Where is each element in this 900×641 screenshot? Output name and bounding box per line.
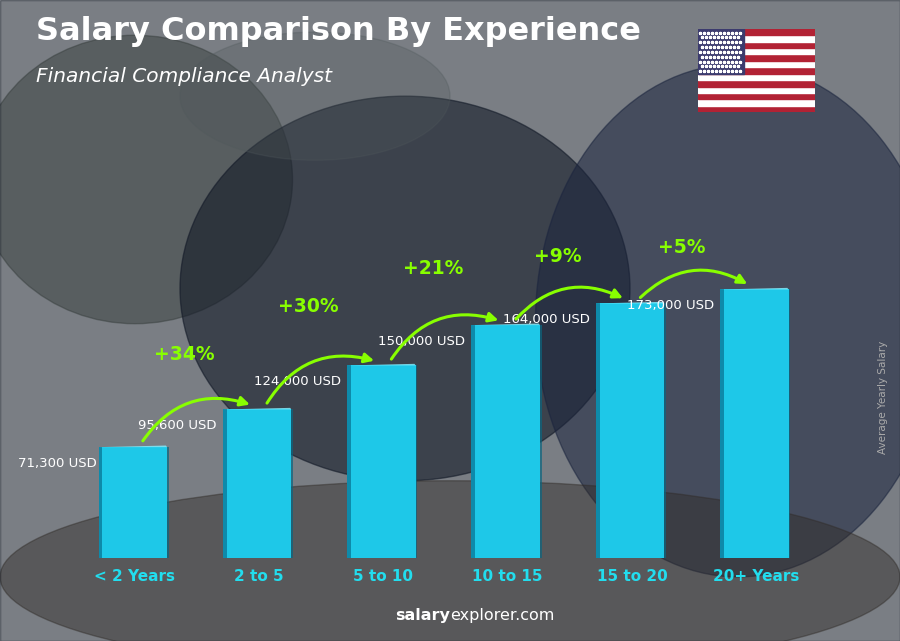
Text: +30%: +30% bbox=[278, 297, 339, 316]
Bar bbox=[698, 29, 744, 74]
Bar bbox=[698, 74, 814, 80]
Polygon shape bbox=[720, 290, 724, 558]
Text: 124,000 USD: 124,000 USD bbox=[254, 376, 341, 388]
Text: 150,000 USD: 150,000 USD bbox=[378, 335, 465, 348]
Text: +34%: +34% bbox=[154, 345, 215, 363]
Ellipse shape bbox=[536, 64, 900, 577]
Bar bbox=[698, 29, 814, 35]
Bar bbox=[698, 80, 814, 87]
Text: 71,300 USD: 71,300 USD bbox=[17, 457, 96, 470]
Ellipse shape bbox=[0, 481, 900, 641]
Polygon shape bbox=[99, 447, 103, 558]
Bar bbox=[724, 290, 788, 558]
Bar bbox=[698, 61, 814, 67]
Ellipse shape bbox=[180, 32, 450, 160]
Text: +5%: +5% bbox=[658, 238, 706, 257]
Polygon shape bbox=[472, 324, 540, 325]
Bar bbox=[599, 303, 664, 558]
Polygon shape bbox=[596, 302, 664, 303]
Bar bbox=[698, 67, 814, 74]
Text: Financial Compliance Analyst: Financial Compliance Analyst bbox=[36, 67, 332, 87]
Polygon shape bbox=[223, 408, 292, 410]
Ellipse shape bbox=[180, 96, 630, 481]
Bar bbox=[698, 48, 814, 54]
Bar bbox=[698, 87, 814, 93]
Bar bbox=[698, 54, 814, 61]
Polygon shape bbox=[416, 365, 418, 558]
Bar bbox=[698, 42, 814, 48]
Bar bbox=[698, 35, 814, 42]
Text: explorer.com: explorer.com bbox=[450, 608, 554, 623]
Text: 173,000 USD: 173,000 USD bbox=[626, 299, 714, 312]
Text: 164,000 USD: 164,000 USD bbox=[503, 313, 590, 326]
Bar bbox=[351, 365, 416, 558]
Bar bbox=[698, 106, 814, 112]
Text: +9%: +9% bbox=[534, 247, 581, 267]
Bar bbox=[227, 410, 292, 558]
Ellipse shape bbox=[0, 35, 292, 324]
Bar bbox=[103, 447, 167, 558]
Text: 95,600 USD: 95,600 USD bbox=[139, 419, 217, 433]
Bar bbox=[475, 325, 540, 558]
Polygon shape bbox=[540, 325, 542, 558]
Polygon shape bbox=[664, 303, 666, 558]
Polygon shape bbox=[99, 445, 167, 447]
Polygon shape bbox=[167, 447, 168, 558]
Polygon shape bbox=[788, 290, 790, 558]
Polygon shape bbox=[720, 288, 788, 290]
Polygon shape bbox=[347, 364, 416, 365]
Bar bbox=[698, 99, 814, 106]
Bar bbox=[698, 93, 814, 99]
Text: Salary Comparison By Experience: Salary Comparison By Experience bbox=[36, 16, 641, 47]
Polygon shape bbox=[472, 325, 475, 558]
Polygon shape bbox=[223, 410, 227, 558]
Polygon shape bbox=[347, 365, 351, 558]
Text: Average Yearly Salary: Average Yearly Salary bbox=[878, 341, 888, 454]
Text: salary: salary bbox=[395, 608, 450, 623]
Text: +21%: +21% bbox=[403, 259, 464, 278]
Polygon shape bbox=[596, 303, 599, 558]
